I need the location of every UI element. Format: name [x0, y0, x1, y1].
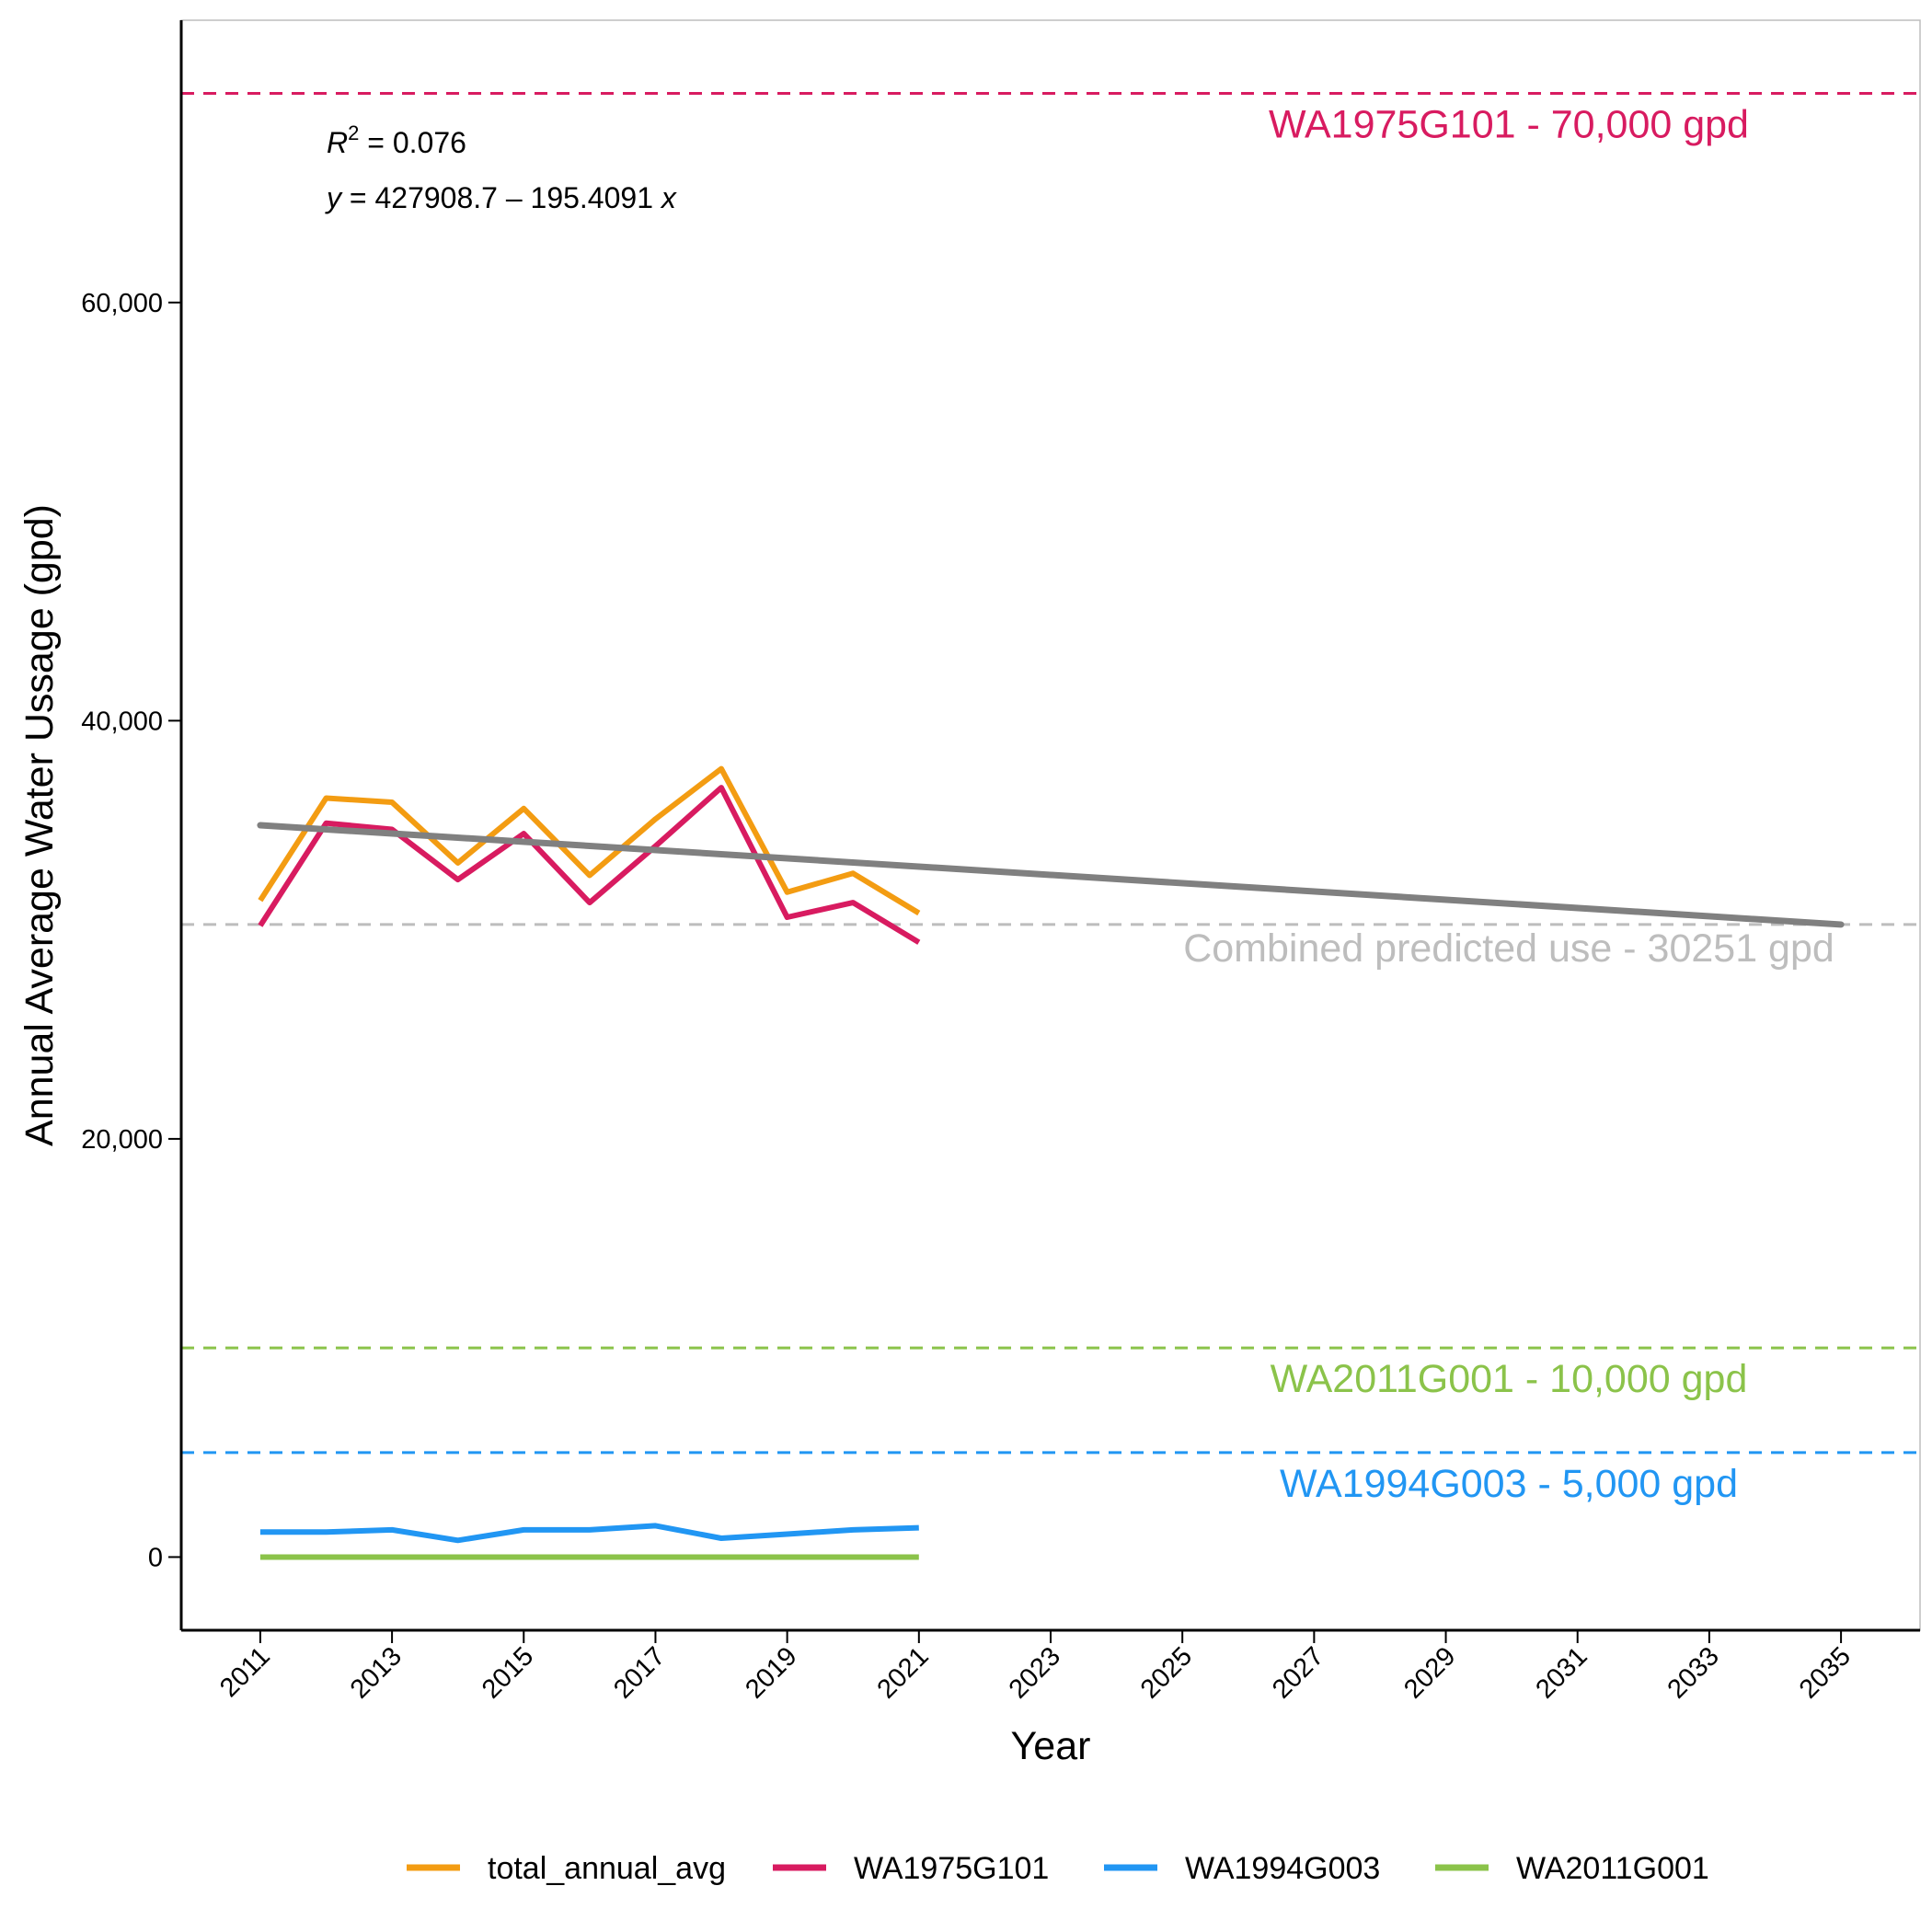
legend-item: WA2011G001	[1435, 1851, 1709, 1886]
x-tick-label: 2011	[214, 1641, 276, 1703]
legend-label: WA1975G101	[854, 1851, 1049, 1886]
series-lines	[258, 765, 921, 1560]
r2-value: = 0.076	[359, 126, 466, 159]
regression-equation: y = 427908.7 – 195.4091 x	[325, 181, 677, 214]
equation-body: = 427908.7 – 195.4091	[341, 181, 661, 214]
legend-item: total_annual_avg	[407, 1851, 726, 1886]
reference-line-label: WA2011G001 - 10,000 gpd	[1271, 1357, 1748, 1401]
trend-line-group	[257, 822, 1845, 928]
equation-y: y	[325, 181, 343, 214]
y-tick-label: 0	[148, 1543, 163, 1572]
r2-superscript: 2	[348, 121, 359, 144]
equation-x: x	[660, 181, 677, 214]
series-line	[259, 1523, 919, 1544]
x-axis-ticks: 2011 2013 2015 2017 2019 2021 2023 2025 2027 2029…	[214, 1630, 1857, 1705]
reference-lines	[181, 92, 1920, 1455]
legend-item: WA1994G003	[1104, 1851, 1380, 1886]
x-tick-label: 2027	[1267, 1641, 1329, 1704]
x-tick-label: 2025	[1135, 1641, 1198, 1704]
x-tick-label: 2029	[1398, 1641, 1461, 1704]
legend-label: total_annual_avg	[488, 1851, 726, 1886]
reference-labels: WA1975G101 - 70,000 gpd Combined predicte…	[1183, 103, 1834, 1506]
y-tick-label: 20,000	[81, 1125, 163, 1155]
legend: total_annual_avg WA1975G101 WA1994G003 WA20…	[407, 1851, 1709, 1886]
x-tick-label: 2019	[740, 1641, 802, 1704]
x-axis-title: Year	[1011, 1724, 1091, 1768]
y-tick-label: 60,000	[81, 289, 163, 318]
y-tick-label: 40,000	[81, 707, 163, 736]
series-line	[258, 785, 921, 945]
r2-symbol: R	[327, 126, 348, 159]
x-tick-label: 2013	[345, 1641, 408, 1704]
x-tick-label: 2031	[1530, 1641, 1593, 1704]
trend-line	[257, 822, 1845, 928]
r-squared-annotation: R2 = 0.076	[327, 121, 466, 159]
reference-line-label: Combined predicted use - 30251 gpd	[1183, 926, 1834, 971]
x-tick-label: 2033	[1662, 1641, 1725, 1704]
x-tick-label: 2017	[608, 1641, 671, 1704]
series-line	[258, 765, 921, 916]
reference-line-label: WA1994G003 - 5,000 gpd	[1280, 1462, 1738, 1506]
x-tick-label: 2023	[1004, 1641, 1066, 1704]
legend-label: WA1994G003	[1185, 1851, 1380, 1886]
reference-line-label: WA1975G101 - 70,000 gpd	[1269, 103, 1749, 147]
x-tick-label: 2035	[1794, 1641, 1857, 1704]
x-tick-label: 2021	[872, 1641, 935, 1704]
legend-item: WA1975G101	[773, 1851, 1049, 1886]
x-tick-label: 2015	[477, 1641, 539, 1704]
legend-label: WA2011G001	[1516, 1851, 1709, 1886]
y-axis-ticks: 0 20,000 40,000 60,000	[81, 289, 181, 1572]
y-axis-title: Annual Average Water Ussage (gpd)	[17, 504, 62, 1146]
